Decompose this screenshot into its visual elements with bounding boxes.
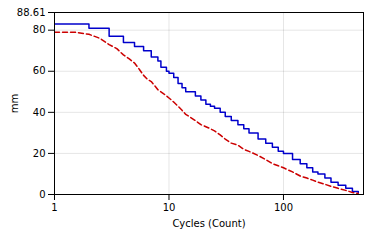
- svg-text:1: 1: [51, 202, 57, 213]
- svg-text:88.61: 88.61: [17, 7, 46, 18]
- svg-text:40: 40: [33, 107, 46, 118]
- svg-text:mm: mm: [9, 94, 20, 113]
- svg-text:20: 20: [33, 148, 46, 159]
- svg-text:80: 80: [33, 24, 46, 35]
- svg-text:60: 60: [33, 65, 46, 76]
- svg-text:100: 100: [274, 202, 293, 213]
- svg-text:Cycles (Count): Cycles (Count): [172, 218, 245, 229]
- svg-text:10: 10: [163, 202, 176, 213]
- svg-text:0: 0: [39, 189, 45, 200]
